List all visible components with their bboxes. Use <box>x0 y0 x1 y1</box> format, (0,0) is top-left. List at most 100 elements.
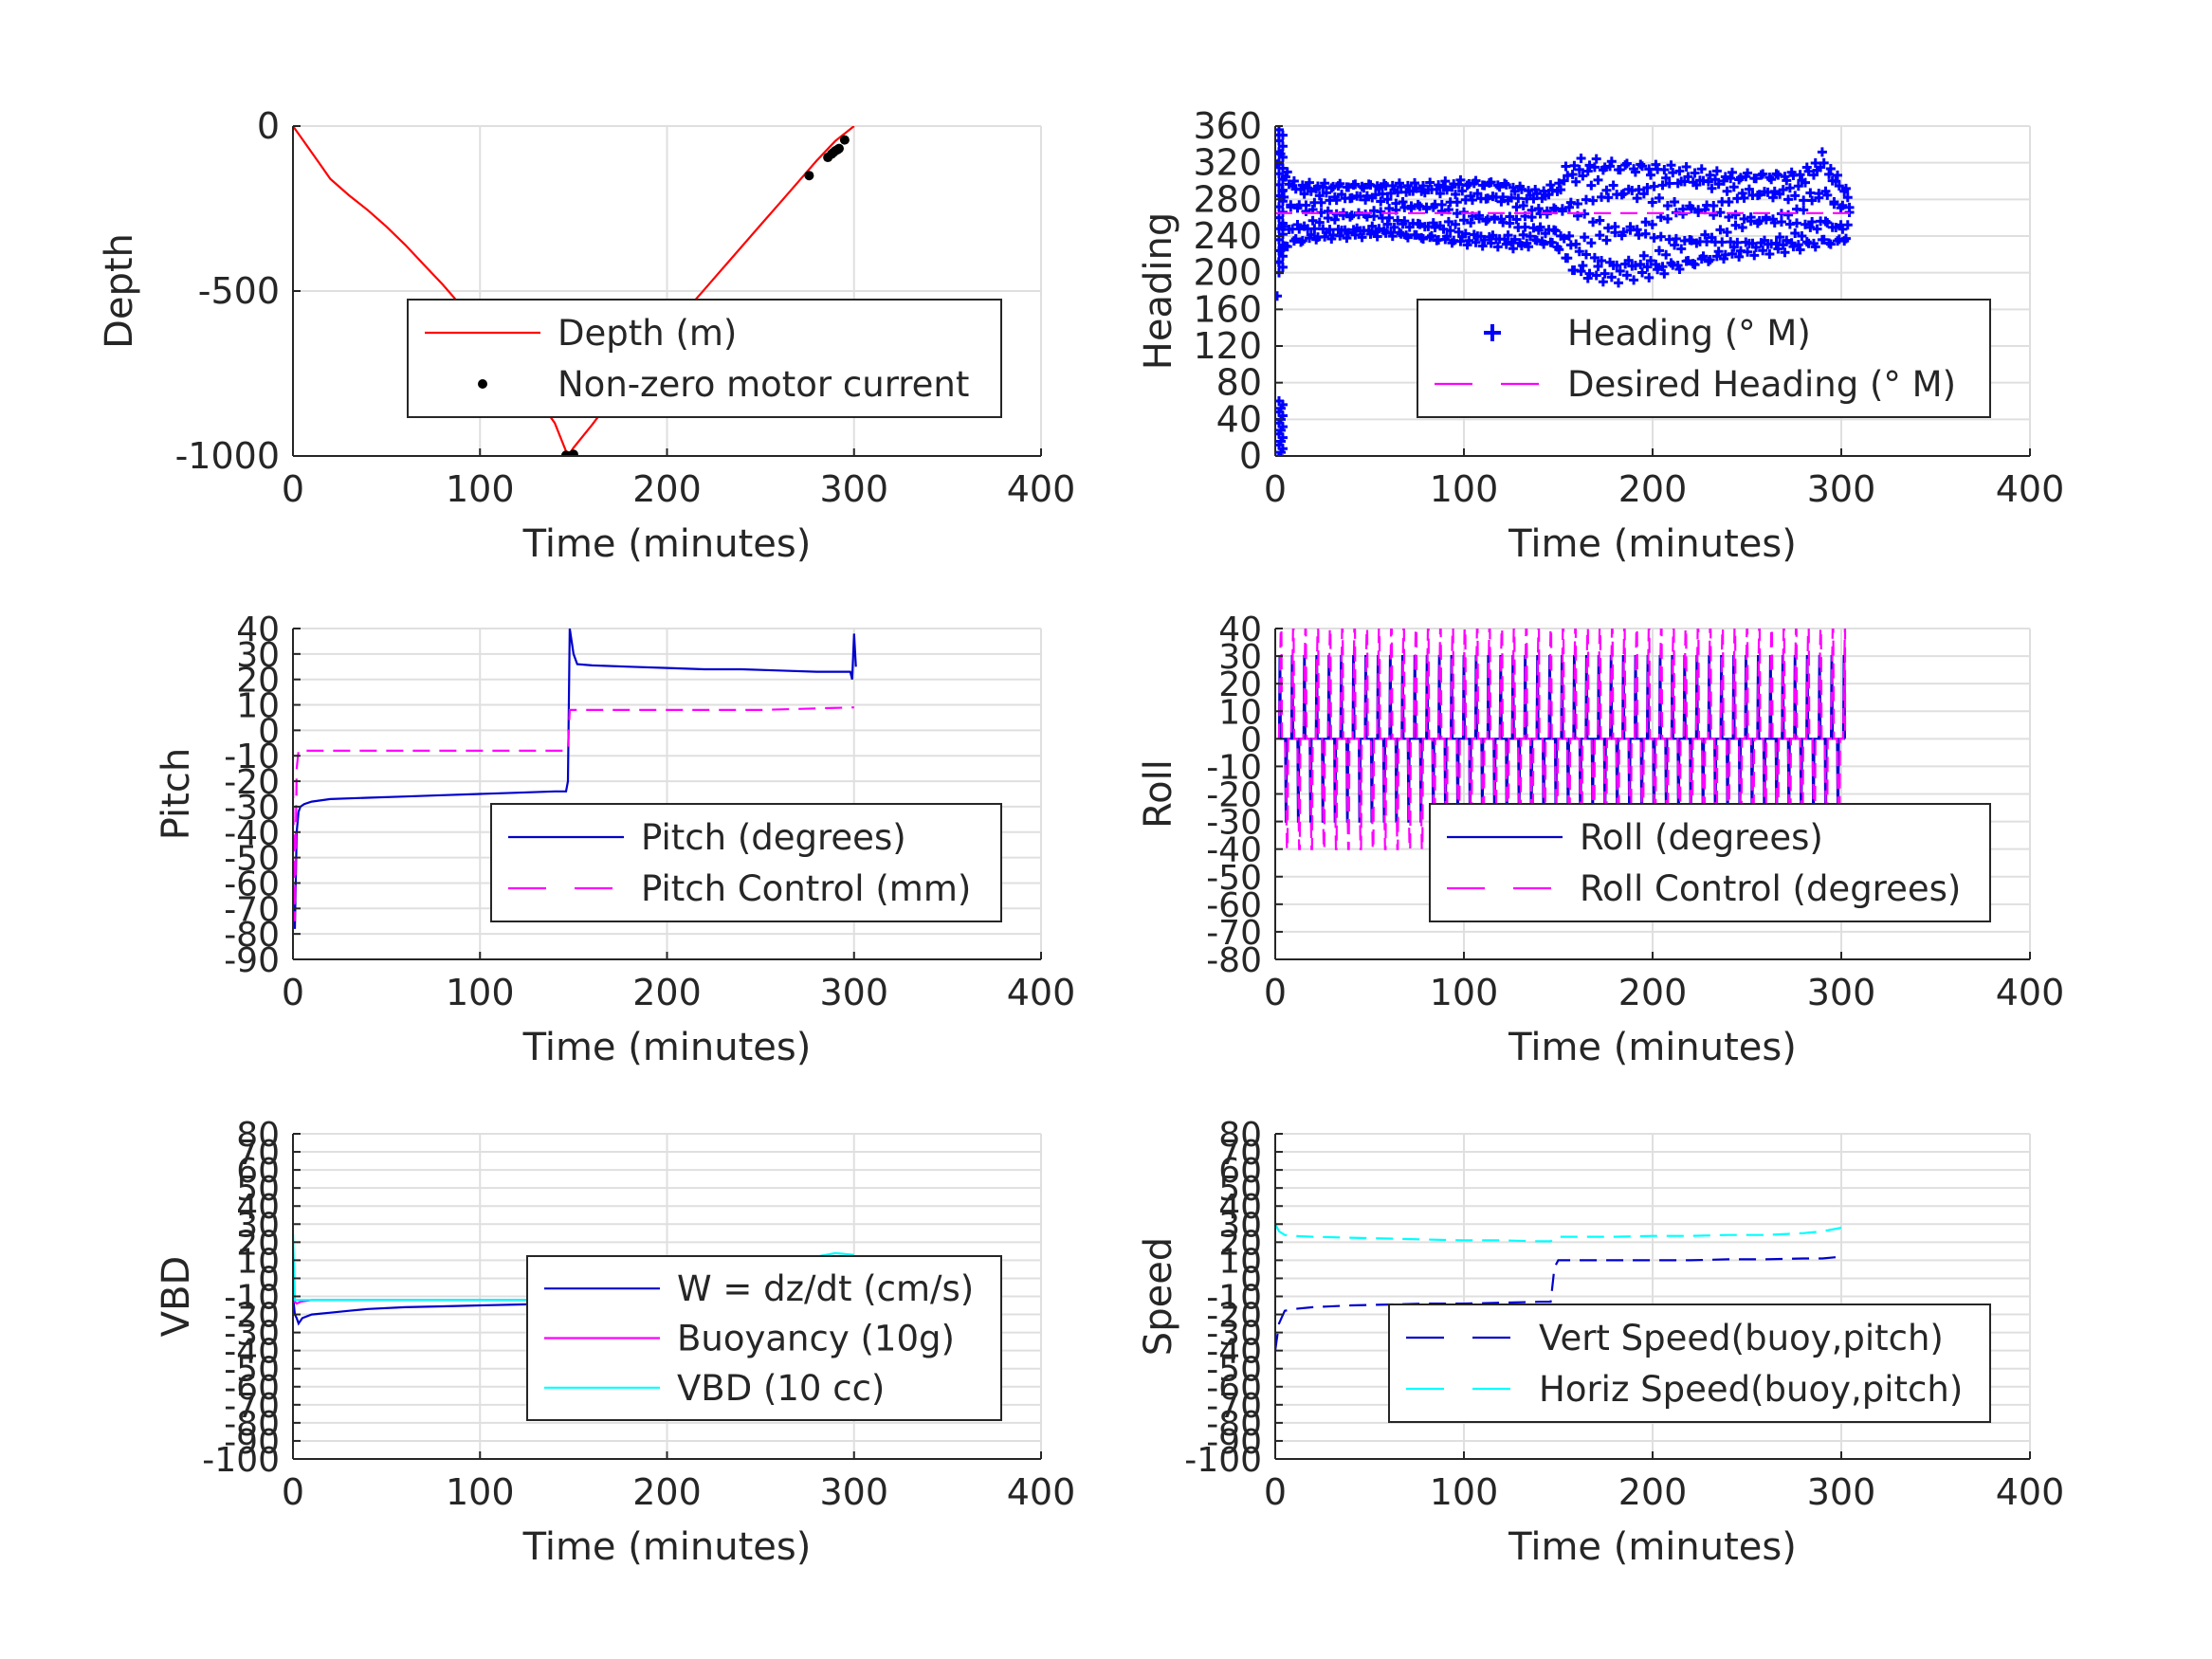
y-tick-label: 60 <box>1218 1152 1262 1191</box>
legend-entry: Horiz Speed(buoy,pitch) <box>1539 1369 1963 1410</box>
chart-panel-0: 0 100 200 300 400 0 -500 -1000 Time (minutes) Dep… <box>98 105 1075 566</box>
y-tick-label: 20 <box>236 1224 280 1263</box>
x-tick-label: 200 <box>632 972 702 1013</box>
y-axis-label: Pitch <box>155 748 198 840</box>
y-tick-label: 40 <box>1218 611 1262 649</box>
legend-entry: Pitch (degrees) <box>641 817 906 858</box>
y-tick-label: 20 <box>1218 1224 1262 1263</box>
y-tick-label: -40 <box>224 814 280 853</box>
y-tick-label: 80 <box>1216 362 1262 404</box>
y-tick-label: 280 <box>1193 178 1262 220</box>
x-tick-label: 300 <box>819 468 888 510</box>
y-tick-label: -30 <box>1206 804 1262 843</box>
y-axis-label: Heading <box>1137 212 1180 370</box>
x-tick-label: 100 <box>446 1471 515 1513</box>
y-axis-label: Depth <box>98 233 141 349</box>
chart-panel-5: 0 100 200 300 40080706050403020100-10-20-30-… <box>1137 1116 2064 1569</box>
y-tick-label: 30 <box>1218 638 1262 677</box>
series-vert-speed-buoy-pitch <box>1275 1255 1842 1351</box>
y-tick-label: -30 <box>1206 1315 1262 1354</box>
y-axis-label: Speed <box>1137 1237 1180 1356</box>
y-tick-label: -10 <box>224 1279 280 1318</box>
x-tick-label: 100 <box>446 972 515 1013</box>
legend: Pitch (degrees) Pitch Control (mm) <box>490 803 1002 922</box>
y-tick-label: -10 <box>1206 1279 1262 1318</box>
legend-entry: Roll (degrees) <box>1580 817 1823 858</box>
x-tick-label: 200 <box>1618 1471 1688 1513</box>
data-layer <box>293 629 857 929</box>
y-tick-label: -100 <box>202 1441 280 1480</box>
x-tick-label: 200 <box>632 1471 702 1513</box>
y-tick-label: -60 <box>1206 886 1262 925</box>
y-axis-label: VBD <box>155 1256 198 1338</box>
x-tick-label: 200 <box>1618 468 1688 510</box>
legend-entry: Depth (m) <box>558 313 737 354</box>
y-tick-label: -1000 <box>175 435 280 477</box>
y-tick-label: -70 <box>1206 914 1262 953</box>
y-tick-label: -50 <box>1206 859 1262 898</box>
legend-entry: Buoyancy (10g) <box>677 1319 955 1359</box>
y-tick-label: 20 <box>236 662 280 701</box>
chart-panel-2: 0 100 200 300 400403020100-10-20-30-40-50-60… <box>155 611 1075 1069</box>
x-tick-label: 0 <box>282 1471 304 1513</box>
data-layer <box>1275 1223 1842 1351</box>
y-tick-label: -100 <box>1184 1441 1262 1480</box>
y-tick-label: 30 <box>236 636 280 675</box>
y-tick-label: 70 <box>236 1134 280 1173</box>
x-tick-label: 400 <box>1996 972 2065 1013</box>
y-tick-label: -20 <box>224 763 280 802</box>
y-tick-label: 20 <box>1218 665 1262 704</box>
x-axis-label: Time (minutes) <box>1508 1026 1797 1069</box>
y-tick-label: 0 <box>257 105 280 147</box>
series-depth-m <box>293 126 855 456</box>
legend-box <box>1388 1304 1991 1423</box>
motor-current-point <box>568 449 578 456</box>
y-tick-label: 360 <box>1193 105 1262 147</box>
x-tick-label: 300 <box>1807 468 1876 510</box>
legend-box <box>1417 299 1991 418</box>
motor-current-point <box>804 171 814 181</box>
y-tick-label: 80 <box>1218 1116 1262 1155</box>
legend-entry: Heading (° M) <box>1567 313 1811 354</box>
y-tick-label: -20 <box>1206 776 1262 815</box>
legend-entry: Roll Control (degrees) <box>1580 868 1961 909</box>
y-tick-label: -40 <box>1206 1333 1262 1372</box>
x-tick-label: 0 <box>282 468 304 510</box>
y-tick-label: -10 <box>224 738 280 776</box>
legend-entry: W = dz/dt (cm/s) <box>677 1268 974 1309</box>
x-axis-label: Time (minutes) <box>522 1026 812 1069</box>
y-tick-label: 40 <box>1216 398 1262 440</box>
x-tick-label: 400 <box>1007 468 1076 510</box>
y-tick-label: 0 <box>1239 435 1262 477</box>
y-tick-label: 30 <box>1218 1206 1262 1245</box>
legend: Roll (degrees) Roll Control (degrees) <box>1429 803 1991 922</box>
y-tick-label: 50 <box>1218 1170 1262 1209</box>
y-tick-label: -20 <box>224 1297 280 1336</box>
x-tick-label: 400 <box>1007 972 1076 1013</box>
y-tick-label: 0 <box>1240 1260 1262 1299</box>
y-axis-label: Roll <box>1137 759 1180 829</box>
y-tick-label: -20 <box>1206 1297 1262 1336</box>
legend: Heading (° M) Desired Heading (° M) <box>1417 299 1991 418</box>
legend: W = dz/dt (cm/s) Buoyancy (10g) VBD (10 cc… <box>526 1255 1002 1421</box>
y-tick-label: 40 <box>236 611 280 649</box>
x-axis-label: Time (minutes) <box>522 1525 812 1569</box>
legend-entry: Vert Speed(buoy,pitch) <box>1539 1318 1944 1358</box>
x-tick-label: 100 <box>1430 1471 1499 1513</box>
x-axis-label: Time (minutes) <box>522 522 812 566</box>
y-tick-label: 10 <box>236 1242 280 1281</box>
x-tick-label: 400 <box>1996 468 2065 510</box>
x-tick-label: 400 <box>1007 1471 1076 1513</box>
y-tick-label: -60 <box>224 1369 280 1408</box>
y-tick-label: -40 <box>1206 831 1262 870</box>
x-axis-label: Time (minutes) <box>1508 522 1797 566</box>
y-tick-label: -70 <box>224 890 280 929</box>
y-tick-label: -70 <box>224 1387 280 1426</box>
x-tick-label: 0 <box>282 972 304 1013</box>
series-heading-m-markers <box>1275 126 1855 456</box>
x-tick-label: 400 <box>1996 1471 2065 1513</box>
y-tick-label: 320 <box>1193 142 1262 184</box>
y-tick-label: 40 <box>236 1188 280 1227</box>
x-tick-label: 100 <box>1430 972 1499 1013</box>
